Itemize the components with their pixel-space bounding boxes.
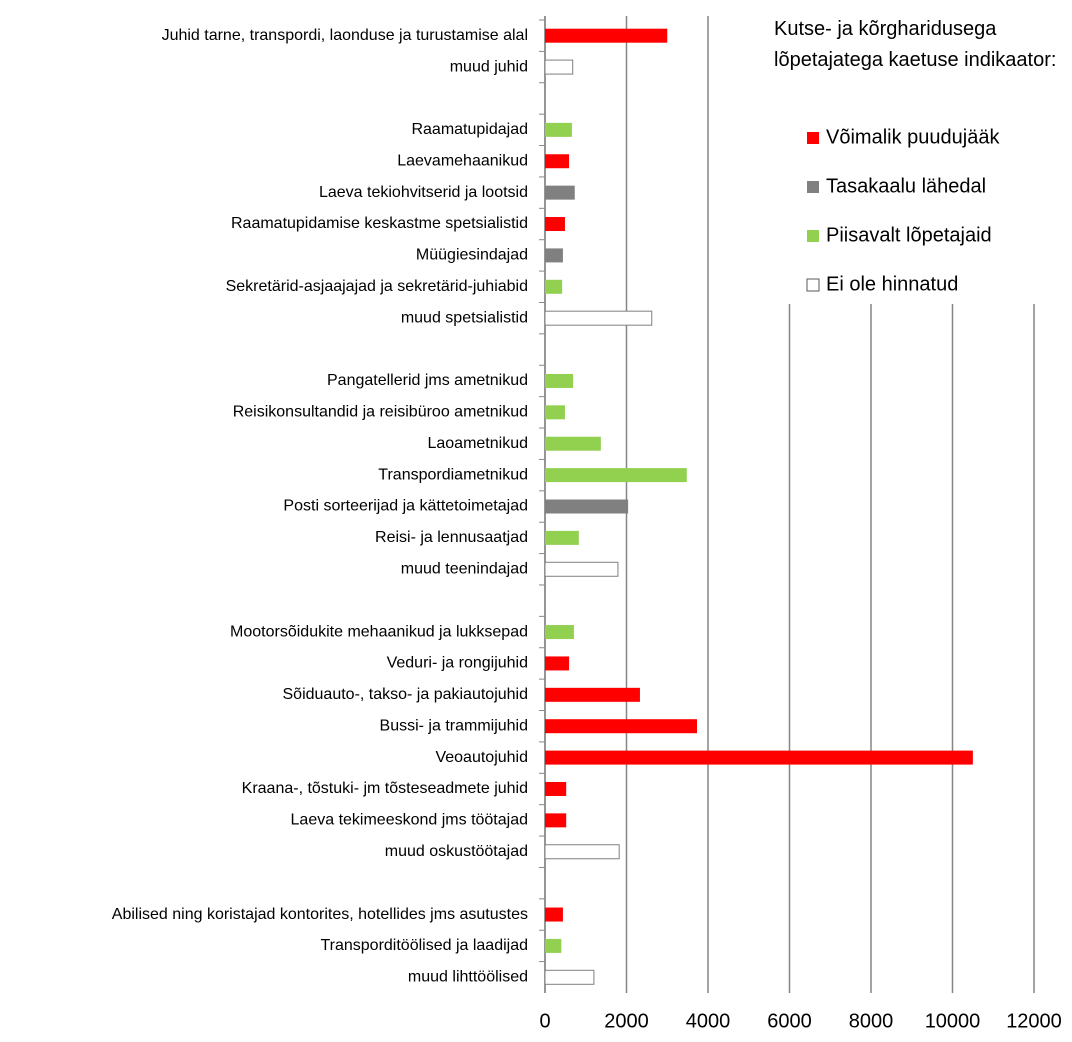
y-tick-label: muud lihttöölised — [408, 969, 528, 986]
bar — [545, 750, 973, 765]
y-tick-label: Reisi- ja lennusaatjad — [375, 529, 528, 546]
bar — [545, 436, 601, 451]
y-tick-label: Laevamehaanikud — [397, 152, 528, 169]
bar — [545, 185, 575, 200]
y-tick-label: Abilised ning koristajad kontorites, hot… — [112, 906, 528, 923]
bar — [545, 687, 640, 702]
y-tick-label: Raamatupidajad — [411, 121, 528, 138]
bar — [544, 59, 574, 75]
y-tick-label: Transporditöölised ja laadijad — [320, 937, 528, 954]
y-tick-label: Pangatellerid jms ametnikud — [327, 372, 528, 389]
y-tick-label: muud oskustöötajad — [385, 843, 528, 860]
bar — [545, 625, 574, 640]
y-tick-label: Müügiesindajad — [416, 247, 528, 264]
bar — [545, 813, 567, 828]
bar — [545, 373, 574, 388]
bar — [545, 781, 567, 796]
x-tick-label: 6000 — [767, 1010, 812, 1032]
bar — [545, 248, 563, 263]
y-tick-label: Sekretärid-asjaajajad ja sekretärid-juhi… — [226, 278, 528, 295]
legend-swatch — [807, 132, 819, 144]
bar — [545, 499, 629, 514]
bar — [545, 907, 563, 922]
y-tick-label: muud teenindajad — [401, 560, 528, 577]
bar — [544, 969, 595, 985]
legend-label: Tasakaalu lähedal — [826, 175, 986, 197]
bar — [544, 844, 620, 860]
bar — [545, 217, 565, 232]
legend-title: Kutse- ja kõrgharidusega lõpetajatega ka… — [774, 18, 1057, 71]
y-tick-label: Veoautojuhid — [435, 749, 528, 766]
x-tick-label: 8000 — [849, 1010, 894, 1032]
y-tick-label: muud juhid — [450, 58, 528, 75]
bar — [545, 938, 562, 953]
legend-label: Võimalik puudujääk — [826, 126, 1000, 148]
y-tick-label: Transpordiametnikud — [378, 466, 528, 483]
bar — [545, 154, 570, 169]
bar — [545, 279, 563, 294]
y-tick-label: Bussi- ja trammijuhid — [380, 717, 528, 734]
legend-swatch — [807, 230, 819, 242]
bar — [545, 28, 668, 43]
x-tick-label: 4000 — [686, 1010, 731, 1032]
legend-swatch — [807, 181, 819, 193]
x-tick-label: 0 — [539, 1010, 550, 1032]
legend-label: Piisavalt lõpetajaid — [826, 224, 992, 246]
y-tick-label: Mootorsõidukite mehaanikud ja lukksepad — [230, 623, 528, 640]
legend-label: Ei ole hinnatud — [826, 273, 958, 295]
y-tick-label: Laoametnikud — [427, 435, 528, 452]
y-tick-label: muud spetsialistid — [401, 309, 528, 326]
y-tick-label: Raamatupidamise keskastme spetsialistid — [231, 215, 528, 232]
bar — [545, 468, 687, 483]
legend-background — [752, 0, 1072, 304]
bar — [545, 719, 697, 734]
bar — [545, 122, 572, 137]
bar — [544, 561, 619, 577]
y-tick-label: Veduri- ja rongijuhid — [387, 655, 528, 672]
y-tick-label: Posti sorteerijad ja kättetoimetajad — [283, 498, 528, 515]
y-tick-label: Laeva tekimeeskond jms töötajad — [291, 812, 528, 829]
legend-swatch — [806, 278, 820, 292]
bar — [545, 405, 565, 420]
bar — [545, 656, 570, 671]
bar — [545, 530, 579, 545]
x-tick-label: 12000 — [1006, 1010, 1062, 1032]
bar — [544, 310, 653, 326]
y-tick-label: Sõiduauto-, takso- ja pakiautojuhid — [283, 686, 529, 703]
y-tick-label: Kraana-, tõstuki- jm tõsteseadmete juhid — [242, 780, 528, 797]
y-tick-label: Laeva tekiohvitserid ja lootsid — [319, 184, 528, 201]
y-tick-label: Juhid tarne, transpordi, laonduse ja tur… — [162, 27, 528, 44]
x-tick-label: 10000 — [925, 1010, 981, 1032]
y-tick-label: Reisikonsultandid ja reisibüroo ametniku… — [233, 404, 528, 421]
x-tick-label: 2000 — [604, 1010, 649, 1032]
